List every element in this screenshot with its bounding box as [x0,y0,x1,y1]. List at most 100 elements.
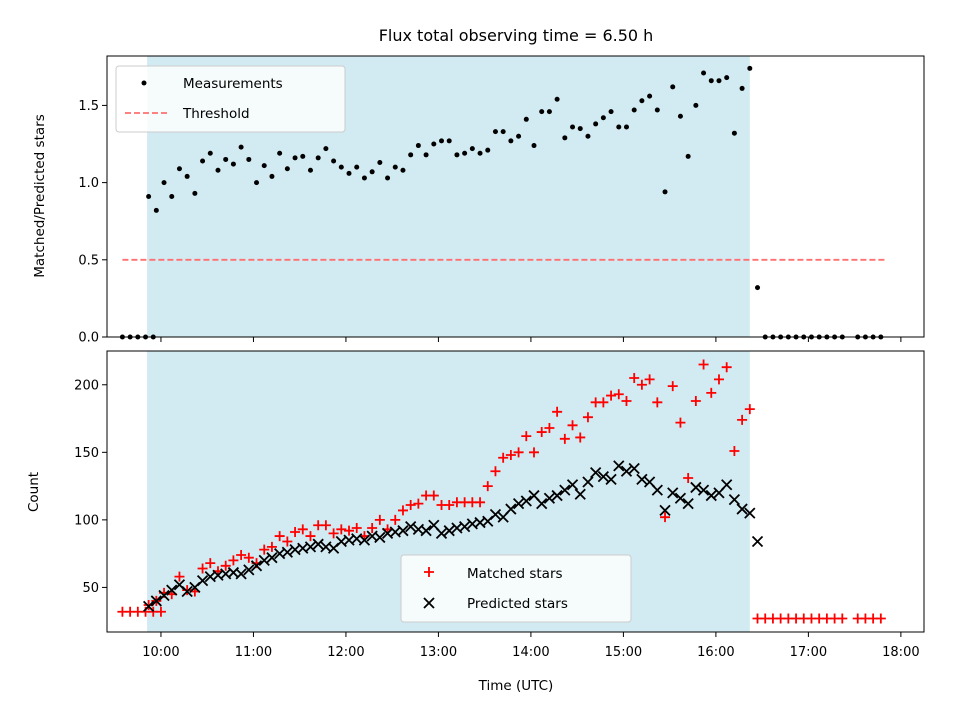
x-tick-label: 16:00 [697,645,734,660]
matched-stars-point [521,431,532,442]
matched-stars-point [297,524,308,535]
measurement-point [585,133,591,139]
predicted-stars-point [405,520,417,533]
y-tick-label: 200 [74,378,99,393]
measurement-point [431,141,437,147]
matched-stars-point [636,379,647,390]
x-tick-label: 17:00 [790,645,827,660]
measurement-point [338,164,344,170]
legend-measurements-marker [141,80,147,86]
predicted-stars-point [512,498,525,510]
measurement-point [623,124,629,130]
measurement-point [192,190,198,196]
x-tick-label: 11:00 [235,645,272,660]
matched-stars-point [444,500,455,511]
measurement-point [546,109,552,115]
predicted-stars-point [582,476,594,488]
measurement-point [492,129,498,135]
measurement-point [616,124,622,130]
y-tick-label: 1.5 [78,99,99,114]
predicted-stars-point [721,479,733,491]
predicted-stars-point [443,525,455,537]
matched-stars-point [528,447,539,458]
measurement-point [354,164,360,170]
matched-stars-point [397,505,408,516]
measurement-point [708,78,714,84]
measurement-point [207,150,213,156]
matched-stars-point [675,417,686,428]
top-legend-box [115,65,346,133]
matched-stars-point [552,406,563,417]
predicted-stars-point [181,585,193,598]
measurement-point [277,150,283,156]
matched-stars-point [875,613,886,624]
measurement-point [400,167,406,173]
matched-stars-point [413,498,424,509]
measurement-point [500,129,506,135]
measurement-point [423,152,429,158]
matched-stars-point [621,395,632,406]
matched-stars-point [405,500,416,511]
measurement-point [485,147,491,153]
measurement-point [570,124,576,130]
predicted-stars-point [590,466,602,479]
measurement-point [439,138,445,144]
measurement-point [169,194,175,199]
predicted-stars-point [250,560,263,572]
matched-stars-point [498,452,509,463]
measurement-point [176,166,182,172]
measurement-point [323,146,329,152]
predicted-stars-point [304,541,317,553]
chart-title: Flux total observing time = 6.50 h [379,26,654,45]
predicted-stars-point [613,460,625,472]
predicted-stars-point [142,600,155,612]
measurement-point [184,173,190,179]
matched-stars-point [228,555,239,566]
predicted-stars-point [620,465,633,477]
predicted-stars-point [744,507,756,519]
x-axis-label: Time (UTC) [478,678,554,694]
measurement-point [755,285,761,291]
predicted-stars-point [566,479,579,491]
y-tick-label: 0.0 [78,331,99,346]
top-y-ticks: 0.0 0.5 1.0 1.5 [78,99,107,346]
measurement-point [284,166,290,172]
measurement-point [508,138,514,144]
matched-stars-point [536,427,547,438]
measurement-point [392,164,398,170]
x-tick-label: 13:00 [420,645,457,660]
measurement-point [731,130,737,136]
predicted-stars-point [458,520,471,533]
measurement-point [346,170,352,176]
predicted-stars-point [266,552,278,564]
measurement-point [246,156,252,162]
measurement-point [662,189,668,195]
measurement-point [639,98,645,104]
predicted-stars-point [158,589,170,602]
matched-stars-point [243,552,254,563]
matched-stars-point [205,558,216,569]
bottom-y-axis-label: Count [26,472,42,512]
predicted-stars-point [751,535,764,548]
matched-stars-point [174,571,185,582]
matched-stars-point [266,541,277,552]
matched-stars-point [575,432,586,443]
measurement-point [369,169,375,175]
x-tick-label: 15:00 [605,645,642,660]
predicted-stars-point [659,504,671,517]
predicted-stars-point [420,525,432,537]
measurement-point [523,116,529,122]
measurement-point [608,109,614,115]
x-tick-label: 14:00 [512,645,549,660]
bottom-subplot: 50 100 150 200 10:00 11:00 12:00 13:00 14:00 15:… [26,350,925,694]
y-tick-label: 100 [74,513,99,528]
matched-stars-point [505,450,516,461]
measurement-point [230,161,236,167]
top-axes-frame [106,55,925,338]
matched-stars-point [729,445,740,456]
measurement-point [577,126,583,132]
measurement-point [531,143,537,149]
bottom-y-ticks: 50 100 150 200 [74,378,107,596]
measurement-point [469,146,475,152]
